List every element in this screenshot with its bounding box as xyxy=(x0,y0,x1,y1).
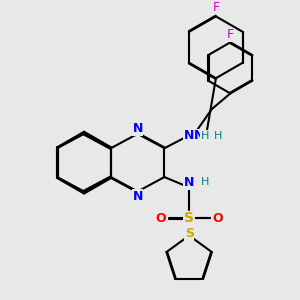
Text: S: S xyxy=(184,227,194,240)
Text: N: N xyxy=(184,129,194,142)
Text: N: N xyxy=(194,129,205,142)
Text: N: N xyxy=(184,176,194,189)
Text: O: O xyxy=(213,212,223,225)
Text: S: S xyxy=(184,211,194,225)
Text: N: N xyxy=(133,122,143,135)
Text: H: H xyxy=(214,131,222,141)
Text: H: H xyxy=(201,177,209,188)
Text: F: F xyxy=(227,28,234,41)
Text: H: H xyxy=(201,131,209,141)
Text: O: O xyxy=(155,212,166,225)
Text: N: N xyxy=(133,190,143,203)
Text: F: F xyxy=(212,1,220,14)
